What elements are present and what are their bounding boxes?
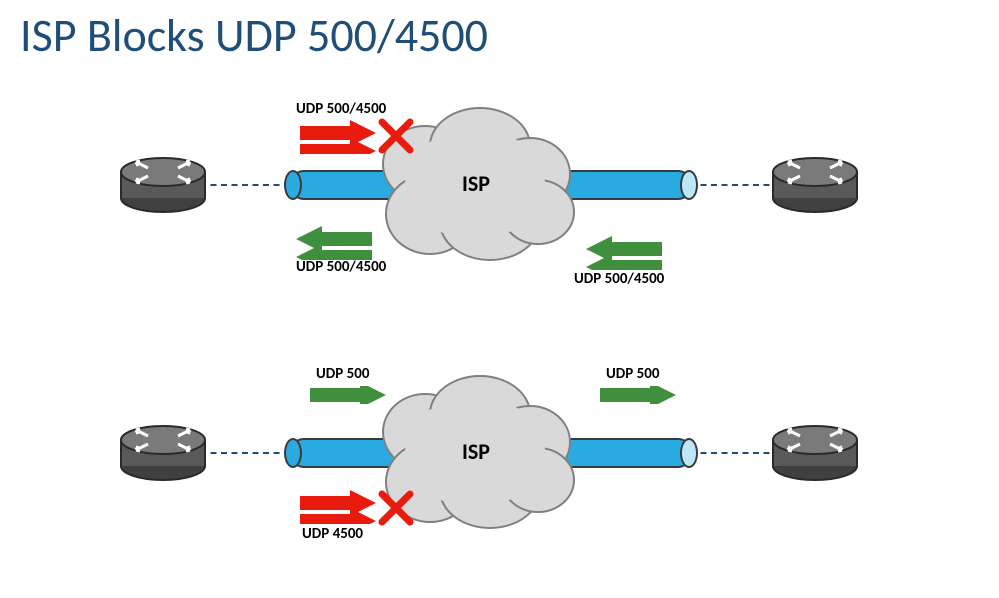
dashed-right-1 [690, 184, 780, 186]
page-title: ISP Blocks UDP 500/4500 [20, 8, 488, 64]
arrow-s2-500-right [600, 386, 676, 404]
label-s1-return-right: UDP 500/4500 [574, 270, 664, 288]
router-left-2 [118, 422, 208, 482]
cloud-label-2: ISP [462, 438, 490, 465]
label-s1-return-left: UDP 500/4500 [296, 258, 386, 276]
label-s2-4500: UDP 4500 [302, 525, 363, 543]
label-s1-outbound: UDP 500/4500 [296, 100, 386, 118]
dashed-right-2 [690, 452, 780, 454]
label-s2-500-right: UDP 500 [606, 365, 659, 383]
arrow-s2-500-left [310, 386, 386, 404]
x-mark-1 [378, 118, 414, 154]
label-s2-500-left: UDP 500 [316, 365, 369, 383]
arrow-s1-out [300, 120, 376, 154]
x-mark-2 [378, 490, 414, 526]
cloud-label-1: ISP [462, 170, 490, 197]
router-right-2 [770, 422, 860, 482]
router-right-1 [770, 154, 860, 214]
arrow-s1-ret-right [586, 236, 662, 270]
arrow-s2-4500 [300, 490, 376, 524]
dashed-left-1 [200, 184, 290, 186]
router-left-1 [118, 154, 208, 214]
arrow-s1-ret-left [296, 226, 372, 260]
dashed-left-2 [200, 452, 290, 454]
